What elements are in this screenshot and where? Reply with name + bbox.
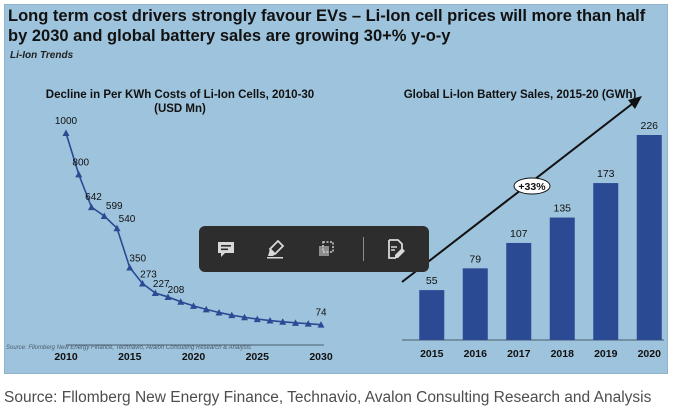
line-chart-point-2014 xyxy=(113,224,121,232)
line-chart-data-label-2011: 800 xyxy=(72,157,89,168)
line-chart-point-2028 xyxy=(292,319,299,326)
trend-arrow-head xyxy=(628,96,642,109)
bar-tick-2015: 2015 xyxy=(420,348,444,360)
line-chart-data-label-2013: 599 xyxy=(106,201,123,212)
sign-document-icon[interactable] xyxy=(383,236,409,262)
line-chart-point-2023 xyxy=(228,311,236,319)
bar-chart-title: Global Li-Ion Battery Sales, 2015-20 (GW… xyxy=(403,89,637,101)
line-chart-point-2025 xyxy=(253,315,261,323)
bar-2016 xyxy=(462,268,488,340)
line-chart-point-2018 xyxy=(164,293,172,300)
highlighter-icon[interactable] xyxy=(263,236,289,262)
line-chart-title-line-2: (USD Mn) xyxy=(154,103,206,115)
line-chart-point-2015 xyxy=(126,264,134,271)
bar-2020 xyxy=(636,135,662,340)
line-chart-title-line-1: Decline in Per KWh Costs of Li-Ion Cells… xyxy=(45,89,315,101)
bar-2015 xyxy=(419,290,445,340)
line-chart-data-label-2030: 74 xyxy=(315,308,327,319)
line-chart-data-label-2016: 273 xyxy=(140,269,157,280)
line-chart-point-2011 xyxy=(75,170,83,178)
bar-value-label-2018: 135 xyxy=(553,203,571,215)
source-caption: Source: Fllomberg New Energy Finance, Te… xyxy=(4,389,652,406)
line-chart-point-2013 xyxy=(100,212,108,220)
bar-value-label-2017: 107 xyxy=(510,228,528,240)
line-chart-point-2019 xyxy=(177,298,185,305)
line-chart-data-label-2012: 642 xyxy=(85,192,102,203)
bar-tick-2016: 2016 xyxy=(464,348,488,360)
subtag: Li-Ion Trends xyxy=(10,50,74,61)
line-chart-point-2021 xyxy=(202,305,210,313)
line-chart-point-2022 xyxy=(215,308,223,316)
headline: Long term cost drivers strongly favour E… xyxy=(8,7,646,45)
line-chart-point-2020 xyxy=(190,302,197,309)
bar-2018 xyxy=(549,217,575,340)
line-chart-data-label-2010: 1000 xyxy=(55,116,78,127)
line-chart-point-2030 xyxy=(317,321,325,328)
bar-value-label-2016: 79 xyxy=(469,253,481,265)
line-chart-tick-2015: 2015 xyxy=(118,351,142,363)
line-chart-title: Decline in Per KWh Costs of Li-Ion Cells… xyxy=(30,88,330,116)
bar-tick-2019: 2019 xyxy=(594,348,618,360)
line-chart-point-2024 xyxy=(241,313,248,321)
growth-annotation-label: +33% xyxy=(518,181,546,193)
bar-value-label-2019: 173 xyxy=(597,168,615,180)
bar-tick-2017: 2017 xyxy=(507,348,531,360)
line-chart-data-label-2015: 350 xyxy=(129,254,146,265)
bar-tick-2018: 2018 xyxy=(551,348,575,360)
line-chart-tick-2010: 2010 xyxy=(54,351,78,363)
chart-footnote: Source: Fllomberg New Energy Finance, Te… xyxy=(6,345,252,351)
line-chart-tick-2030: 2030 xyxy=(309,351,333,363)
pdf-toolbar xyxy=(199,226,429,272)
line-chart-data-label-2014: 540 xyxy=(119,214,136,225)
line-chart-point-2012 xyxy=(88,203,95,211)
line-chart-point-2029 xyxy=(304,320,312,327)
crop-icon[interactable] xyxy=(313,236,339,262)
bar-tick-2020: 2020 xyxy=(638,348,662,360)
growth-annotation-oval xyxy=(513,177,551,195)
line-chart-data-label-2017: 227 xyxy=(153,279,170,290)
line-chart-point-2017 xyxy=(151,289,159,297)
bar-2019 xyxy=(593,183,619,340)
bar-2017 xyxy=(506,242,532,340)
line-chart-data-label-2018: 208 xyxy=(168,285,185,296)
bar-value-label-2020: 226 xyxy=(640,120,658,132)
trend-arrow-line xyxy=(401,103,633,283)
line-chart-tick-2025: 2025 xyxy=(246,351,270,363)
toolbar-separator xyxy=(363,237,364,261)
bar-value-label-2015: 55 xyxy=(426,275,438,287)
comment-icon[interactable] xyxy=(213,236,239,262)
line-chart-point-2010 xyxy=(62,129,70,136)
line-chart-tick-2020: 2020 xyxy=(182,351,206,363)
line-chart-point-2016 xyxy=(139,279,146,287)
line-chart-point-2026 xyxy=(266,317,274,324)
line-chart-point-2027 xyxy=(279,318,287,325)
